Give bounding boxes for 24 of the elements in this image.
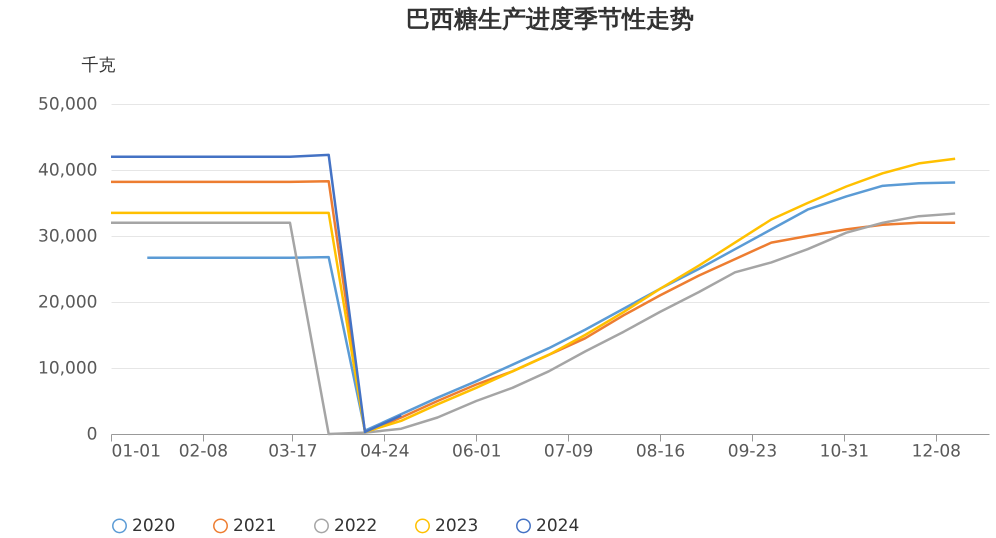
chart-title: 巴西糖生产进度季节性走势: [406, 5, 694, 33]
legend-label: 2020: [132, 516, 176, 536]
x-tick-label: 10-31: [820, 442, 870, 462]
y-tick-label: 30,000: [38, 226, 98, 246]
x-tick-label: 07-09: [544, 442, 594, 462]
x-tick-label: 02-08: [178, 442, 228, 462]
x-tick-label: 09-23: [728, 442, 778, 462]
y-tick-label: 50,000: [38, 94, 98, 114]
legend-label: 2022: [334, 516, 378, 536]
legend-label: 2021: [233, 516, 276, 536]
y-tick-label: 0: [86, 424, 98, 444]
y-tick-label: 20,000: [38, 292, 98, 312]
y-tick-label: 10,000: [38, 358, 98, 378]
y-axis-title: 千克: [82, 56, 116, 76]
x-tick-label: 08-16: [636, 442, 686, 462]
x-tick-label: 12-08: [912, 442, 961, 462]
x-tick-label: 01-01: [112, 442, 161, 462]
legend-label: 2023: [435, 516, 478, 536]
y-tick-label: 40,000: [38, 160, 98, 180]
line-series: [110, 154, 402, 434]
legend-label: 2024: [536, 516, 580, 536]
x-tick-label: 03-17: [268, 442, 318, 462]
x-tick-label: 06-01: [452, 442, 502, 462]
x-tick-label: 04-24: [360, 442, 410, 462]
